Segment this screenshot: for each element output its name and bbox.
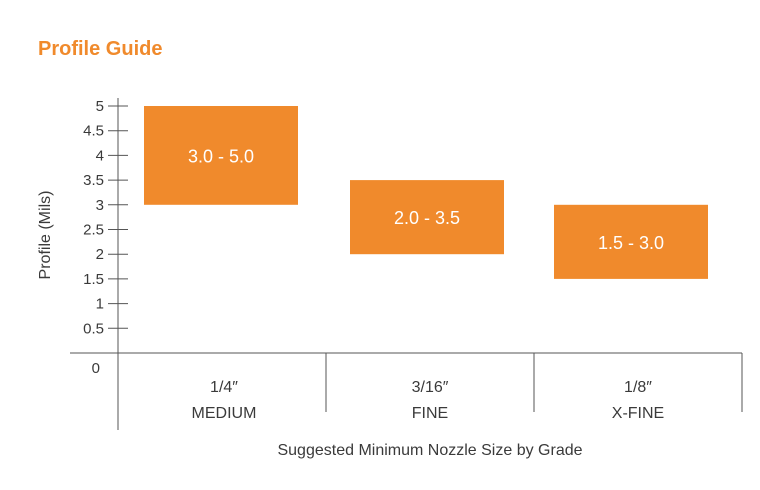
y-tick-label: 1.5 bbox=[83, 271, 104, 288]
range-bar-label: 1.5 - 3.0 bbox=[598, 233, 664, 253]
x-category-grade-label: X-FINE bbox=[612, 405, 664, 422]
y-tick-label: 0 bbox=[92, 360, 100, 377]
y-tick-label: 3 bbox=[96, 197, 104, 214]
y-axis-title: Profile (Mils) bbox=[37, 191, 54, 280]
chart-title: Profile Guide bbox=[38, 38, 163, 60]
y-tick-label: 0.5 bbox=[83, 320, 104, 337]
x-axis-title: Suggested Minimum Nozzle Size by Grade bbox=[277, 442, 582, 459]
y-tick-label: 3.5 bbox=[83, 172, 104, 189]
range-bar-label: 2.0 - 3.5 bbox=[394, 208, 460, 228]
x-category-size-label: 1/4″ bbox=[210, 379, 238, 396]
y-tick-label: 4 bbox=[96, 147, 104, 164]
y-tick-label: 2 bbox=[96, 246, 104, 263]
x-category-size-label: 1/8″ bbox=[624, 379, 652, 396]
range-bar bbox=[554, 204, 708, 279]
y-tick-label: 2.5 bbox=[83, 222, 104, 239]
y-tick-label: 4.5 bbox=[83, 123, 104, 140]
x-category-grade-label: MEDIUM bbox=[192, 405, 257, 422]
range-bar bbox=[144, 106, 298, 205]
x-category-grade-label: FINE bbox=[412, 405, 448, 422]
range-bar bbox=[350, 180, 504, 255]
y-tick-label: 5 bbox=[96, 98, 104, 115]
range-bar-label: 3.0 - 5.0 bbox=[188, 146, 254, 166]
x-category-size-label: 3/16″ bbox=[412, 379, 449, 396]
y-tick-label: 1 bbox=[96, 296, 104, 313]
